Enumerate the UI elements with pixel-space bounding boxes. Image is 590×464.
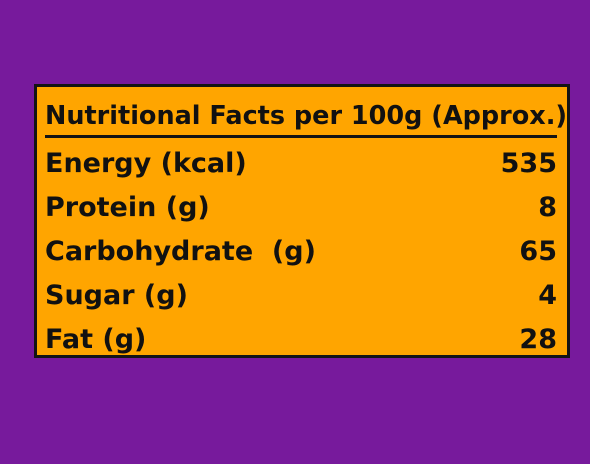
nutrient-value-energy: 535 <box>500 148 557 179</box>
nutrient-label-fat: Fat (g) <box>45 324 147 355</box>
nutrition-row-carbohydrate: Carbohydrate (g) 65 <box>45 230 557 274</box>
nutrition-facts-panel: Nutritional Facts per 100g (Approx.) Ene… <box>34 84 570 358</box>
nutrient-value-sugar: 4 <box>538 280 557 311</box>
nutrient-value-protein: 8 <box>538 192 557 223</box>
nutrient-label-sugar: Sugar (g) <box>45 280 188 311</box>
nutrition-row-sugar: Sugar (g) 4 <box>45 274 557 318</box>
nutrient-label-energy: Energy (kcal) <box>45 148 247 179</box>
nutrition-facts-title: Nutritional Facts per 100g (Approx.) <box>45 101 565 131</box>
nutrition-row-energy: Energy (kcal) 535 <box>45 142 557 186</box>
nutrient-value-carbohydrate: 65 <box>519 236 557 267</box>
nutrient-value-fat: 28 <box>519 324 557 355</box>
title-divider <box>45 135 557 138</box>
nutrient-label-carbohydrate: Carbohydrate (g) <box>45 236 316 267</box>
nutrient-label-protein: Protein (g) <box>45 192 210 223</box>
nutrition-row-protein: Protein (g) 8 <box>45 186 557 230</box>
nutrition-row-fat: Fat (g) 28 <box>45 318 557 362</box>
nutrition-rows: Energy (kcal) 535 Protein (g) 8 Carbohyd… <box>45 142 557 362</box>
